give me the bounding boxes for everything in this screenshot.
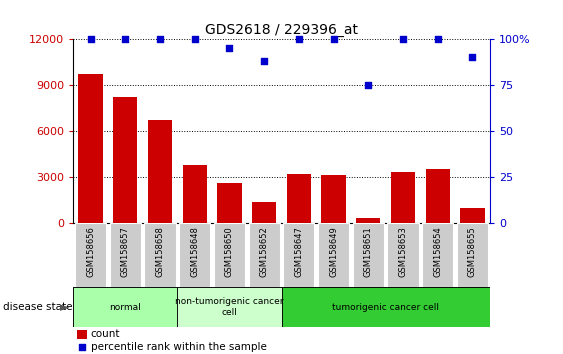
Text: GSM158652: GSM158652 [260, 226, 269, 277]
Text: GSM158653: GSM158653 [399, 226, 408, 277]
Text: disease state: disease state [3, 302, 72, 312]
Text: GSM158648: GSM158648 [190, 226, 199, 277]
Bar [287, 174, 311, 223]
Point [155, 36, 164, 42]
Point [86, 36, 95, 42]
Text: GSM158657: GSM158657 [121, 226, 129, 277]
Bar [77, 330, 87, 338]
Point [329, 36, 338, 42]
Bar [426, 169, 450, 223]
Point [434, 36, 443, 42]
Point [260, 58, 269, 64]
Bar [283, 223, 315, 287]
Point [190, 36, 199, 42]
Bar [217, 183, 242, 223]
Text: GSM158649: GSM158649 [329, 226, 338, 277]
Bar [113, 97, 137, 223]
Bar [214, 223, 245, 287]
Text: non-tumorigenic cancer
cell: non-tumorigenic cancer cell [175, 297, 284, 317]
Bar [78, 74, 102, 223]
Point [468, 55, 477, 60]
Bar [248, 223, 280, 287]
Bar [422, 223, 453, 287]
Bar [352, 223, 384, 287]
Bar [318, 223, 349, 287]
Text: normal: normal [109, 303, 141, 312]
Point [78, 344, 87, 350]
Bar [457, 223, 488, 287]
Bar [110, 223, 141, 287]
Point [364, 82, 373, 88]
Bar [461, 209, 485, 223]
Text: percentile rank within the sample: percentile rank within the sample [91, 342, 266, 352]
Text: GSM158654: GSM158654 [434, 226, 442, 277]
Text: GSM158655: GSM158655 [468, 226, 477, 277]
Title: GDS2618 / 229396_at: GDS2618 / 229396_at [205, 23, 358, 36]
Text: GSM158647: GSM158647 [294, 226, 303, 277]
Text: tumorigenic cancer cell: tumorigenic cancer cell [332, 303, 439, 312]
Bar [252, 201, 276, 223]
Bar [182, 165, 207, 223]
Text: GSM158651: GSM158651 [364, 226, 373, 277]
Bar [282, 287, 490, 327]
Point [120, 36, 129, 42]
Bar [75, 223, 106, 287]
Bar [179, 223, 211, 287]
Point [225, 45, 234, 51]
Bar [321, 176, 346, 223]
Text: count: count [91, 329, 120, 339]
Bar [144, 223, 176, 287]
Bar [148, 120, 172, 223]
Bar [177, 287, 282, 327]
Point [399, 36, 408, 42]
Text: GSM158658: GSM158658 [155, 226, 164, 277]
Bar [387, 223, 419, 287]
Point [294, 36, 303, 42]
Bar [356, 218, 381, 223]
Bar [73, 287, 177, 327]
Bar [391, 172, 415, 223]
Text: GSM158650: GSM158650 [225, 226, 234, 277]
Text: ►: ► [60, 301, 70, 314]
Text: GSM158656: GSM158656 [86, 226, 95, 277]
